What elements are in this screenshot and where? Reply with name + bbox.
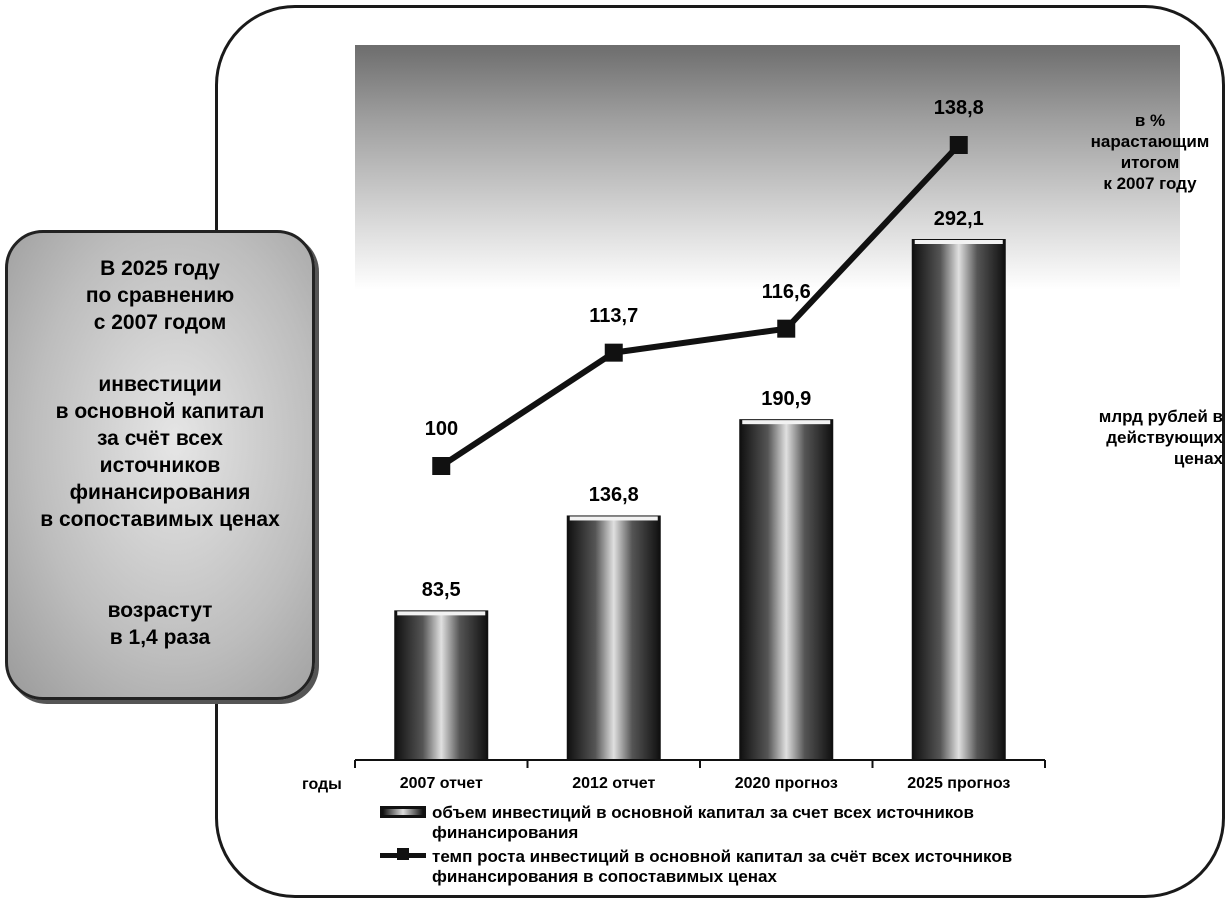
x-axis-title: годы — [302, 776, 342, 793]
bar — [911, 239, 1006, 761]
bar-value-label: 292,1 — [933, 208, 984, 230]
legend-bar-swatch — [380, 806, 426, 818]
summary-line: инвестиции — [98, 373, 222, 396]
unit-line: итогом — [1120, 153, 1180, 172]
line-value-label: 116,6 — [761, 280, 811, 303]
bar-top-highlight — [569, 516, 658, 521]
legend: объем инвестиций в основной капитал за с… — [380, 803, 1012, 887]
unit-line: в % — [1134, 111, 1166, 130]
summary-line: в основной капитал — [55, 400, 265, 423]
bar-top-highlight — [397, 611, 486, 616]
bar-value-label: 136,8 — [588, 484, 639, 507]
summary-line: с 2007 годом — [93, 311, 227, 334]
bar-unit-label: млрд рублей в действующих ценах — [1068, 406, 1223, 469]
summary-line: В 2025 году — [100, 257, 220, 280]
summary-line: в 1,4 раза — [109, 626, 211, 649]
summary-line: по сравнению — [85, 284, 235, 307]
line-unit-label: в % нарастающим итогом к 2007 году — [1080, 110, 1220, 194]
line-point — [777, 319, 796, 338]
summary-line: за счёт всех — [97, 427, 223, 450]
line-value-label: 113,7 — [589, 304, 639, 327]
line-point — [949, 136, 968, 154]
summary-line: возрастут — [107, 599, 213, 622]
summary-line: в сопоставимых ценах — [40, 508, 280, 531]
plot-background — [355, 45, 1180, 290]
x-tick-label: 2007 отчет — [399, 775, 483, 792]
line-value-label: 138,8 — [933, 97, 984, 119]
unit-line: нарастающим — [1090, 132, 1210, 151]
bar — [394, 610, 489, 762]
x-tick-label: 2020 прогноз — [734, 775, 838, 792]
x-tick-label: 2025 прогноз — [907, 775, 1011, 792]
bar-value-label: 83,5 — [421, 579, 461, 602]
line-series — [439, 142, 961, 469]
legend-item-line: темп роста инвестиций в основной капитал… — [380, 847, 1012, 887]
bar-top-highlight — [914, 240, 1003, 244]
unit-line: ценах — [1173, 449, 1223, 468]
legend-line-swatch — [380, 848, 426, 860]
summary-box: В 2025 году по сравнению с 2007 годом ин… — [5, 230, 315, 700]
line-point — [432, 457, 451, 475]
bar — [566, 515, 661, 762]
legend-line-text: темп роста инвестиций в основной капитал… — [432, 847, 1013, 866]
legend-item-bar: объем инвестиций в основной капитал за с… — [380, 803, 1012, 843]
bar-value-label: 190,9 — [761, 388, 812, 411]
line-point — [604, 343, 623, 362]
summary-line: источников — [99, 454, 221, 477]
summary-line: финансирования — [69, 481, 251, 504]
bar-top-highlight — [742, 420, 831, 425]
bar — [739, 419, 834, 761]
unit-line: к 2007 году — [1103, 174, 1197, 193]
unit-line: действующих — [1106, 428, 1223, 447]
x-tick-label: 2012 отчет — [572, 775, 656, 792]
legend-bar-text: объем инвестиций в основной капитал за с… — [432, 803, 974, 822]
line-value-label: 100 — [424, 418, 459, 440]
legend-line-text: финансирования в сопоставимых ценах — [432, 867, 777, 886]
unit-line: млрд рублей в — [1098, 407, 1223, 426]
legend-bar-text: финансирования — [432, 823, 579, 842]
